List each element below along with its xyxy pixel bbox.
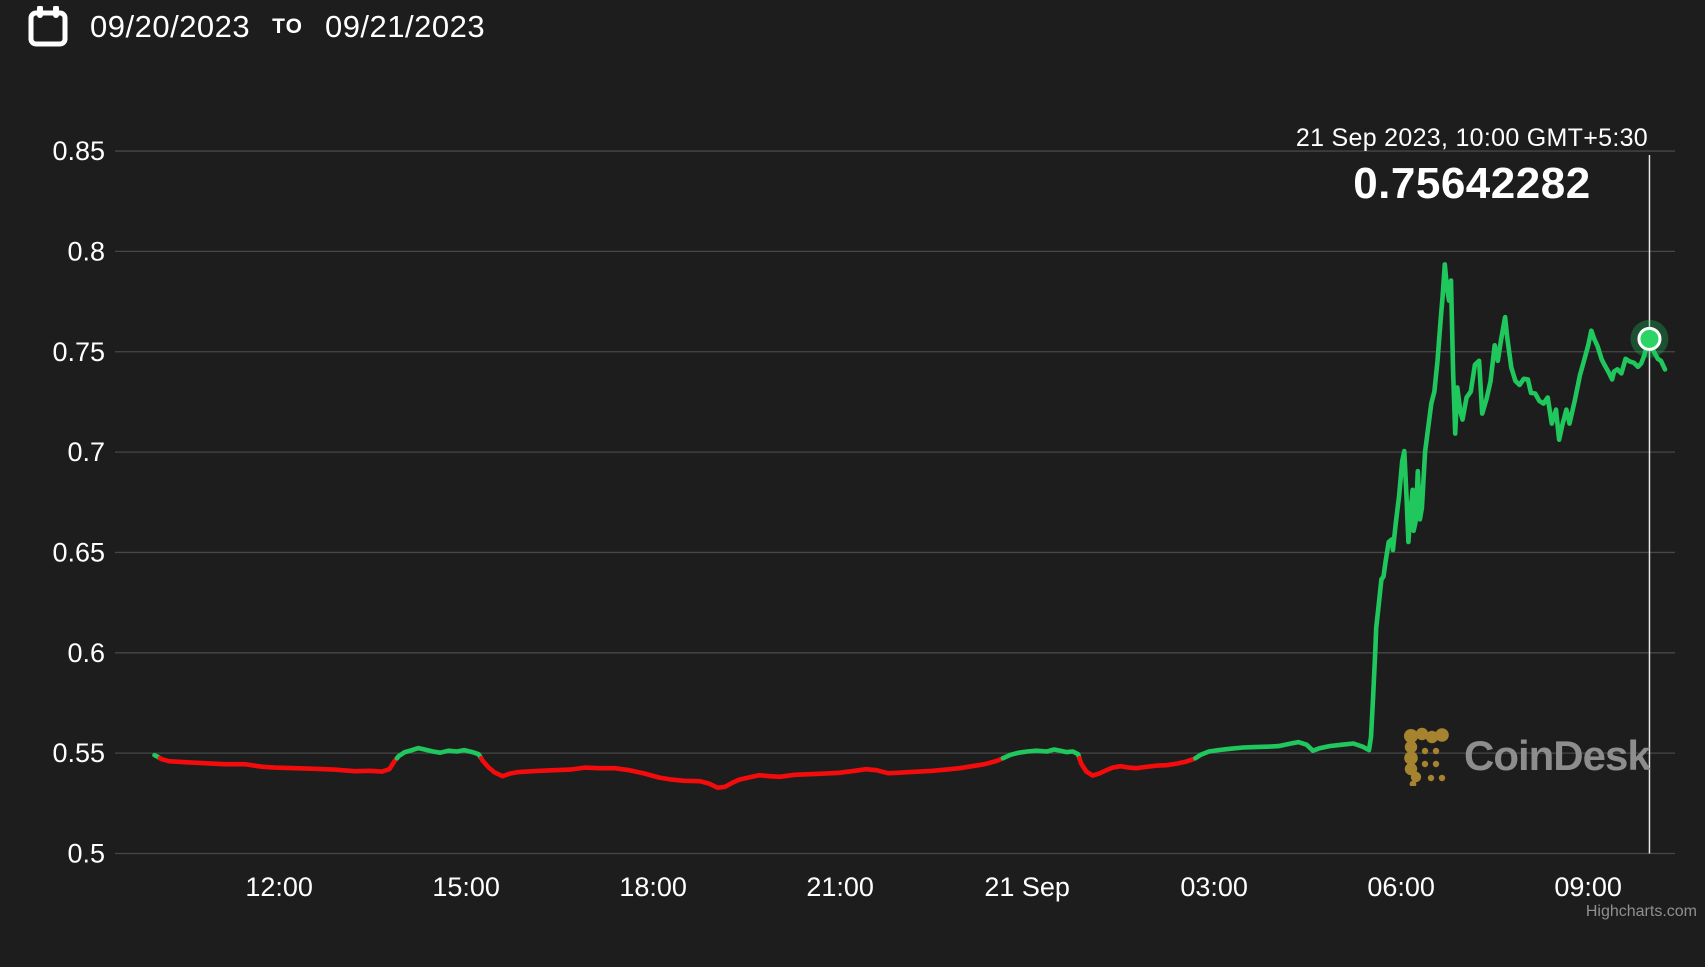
- x-axis-label: 15:00: [432, 872, 500, 902]
- price-line-down[interactable]: [1077, 755, 1198, 778]
- x-axis-label: 09:00: [1554, 872, 1622, 902]
- x-axis-label: 21 Sep: [984, 872, 1070, 902]
- calendar-icon[interactable]: [28, 6, 68, 48]
- x-axis-label: 06:00: [1367, 872, 1435, 902]
- price-line-down[interactable]: [478, 755, 1006, 790]
- x-axis-label: 12:00: [245, 872, 313, 902]
- y-axis-label: 0.8: [67, 236, 105, 266]
- y-axis-label: 0.7: [67, 437, 105, 467]
- x-axis-label: 03:00: [1180, 872, 1248, 902]
- y-axis-label: 0.55: [52, 738, 105, 768]
- y-axis-label: 0.6: [67, 638, 105, 668]
- tooltip-datetime: 21 Sep 2023, 10:00 GMT+5:30: [1295, 124, 1648, 152]
- date-from[interactable]: 09/20/2023: [90, 9, 251, 44]
- highcharts-credit[interactable]: Highcharts.com: [1585, 903, 1697, 920]
- price-line-up[interactable]: [1000, 747, 1082, 761]
- last-point-marker[interactable]: [1637, 326, 1662, 351]
- date-range-picker[interactable]: 09/20/2023 TO 09/21/2023: [28, 6, 485, 48]
- y-axis-label: 0.65: [52, 537, 105, 567]
- coindesk-wordmark: CoinDesk: [1464, 732, 1651, 779]
- price-line-down[interactable]: [157, 755, 400, 774]
- x-axis-label: 21:00: [806, 872, 874, 902]
- price-line-up[interactable]: [394, 745, 484, 761]
- price-line-up[interactable]: [1193, 262, 1668, 761]
- tooltip: 21 Sep 2023, 10:00 GMT+5:30 0.75642282: [1296, 124, 1648, 209]
- date-range-to-label: TO: [272, 15, 303, 38]
- x-axis-label: 18:00: [619, 872, 687, 902]
- date-to[interactable]: 09/21/2023: [324, 9, 486, 44]
- y-axis-label: 0.5: [67, 839, 105, 869]
- y-axis-label: 0.85: [52, 136, 105, 166]
- tooltip-price: 0.75642282: [1353, 159, 1591, 208]
- coindesk-watermark: CoinDesk: [1404, 726, 1651, 786]
- y-axis-label: 0.75: [52, 337, 105, 367]
- coindesk-icon: [1404, 727, 1449, 786]
